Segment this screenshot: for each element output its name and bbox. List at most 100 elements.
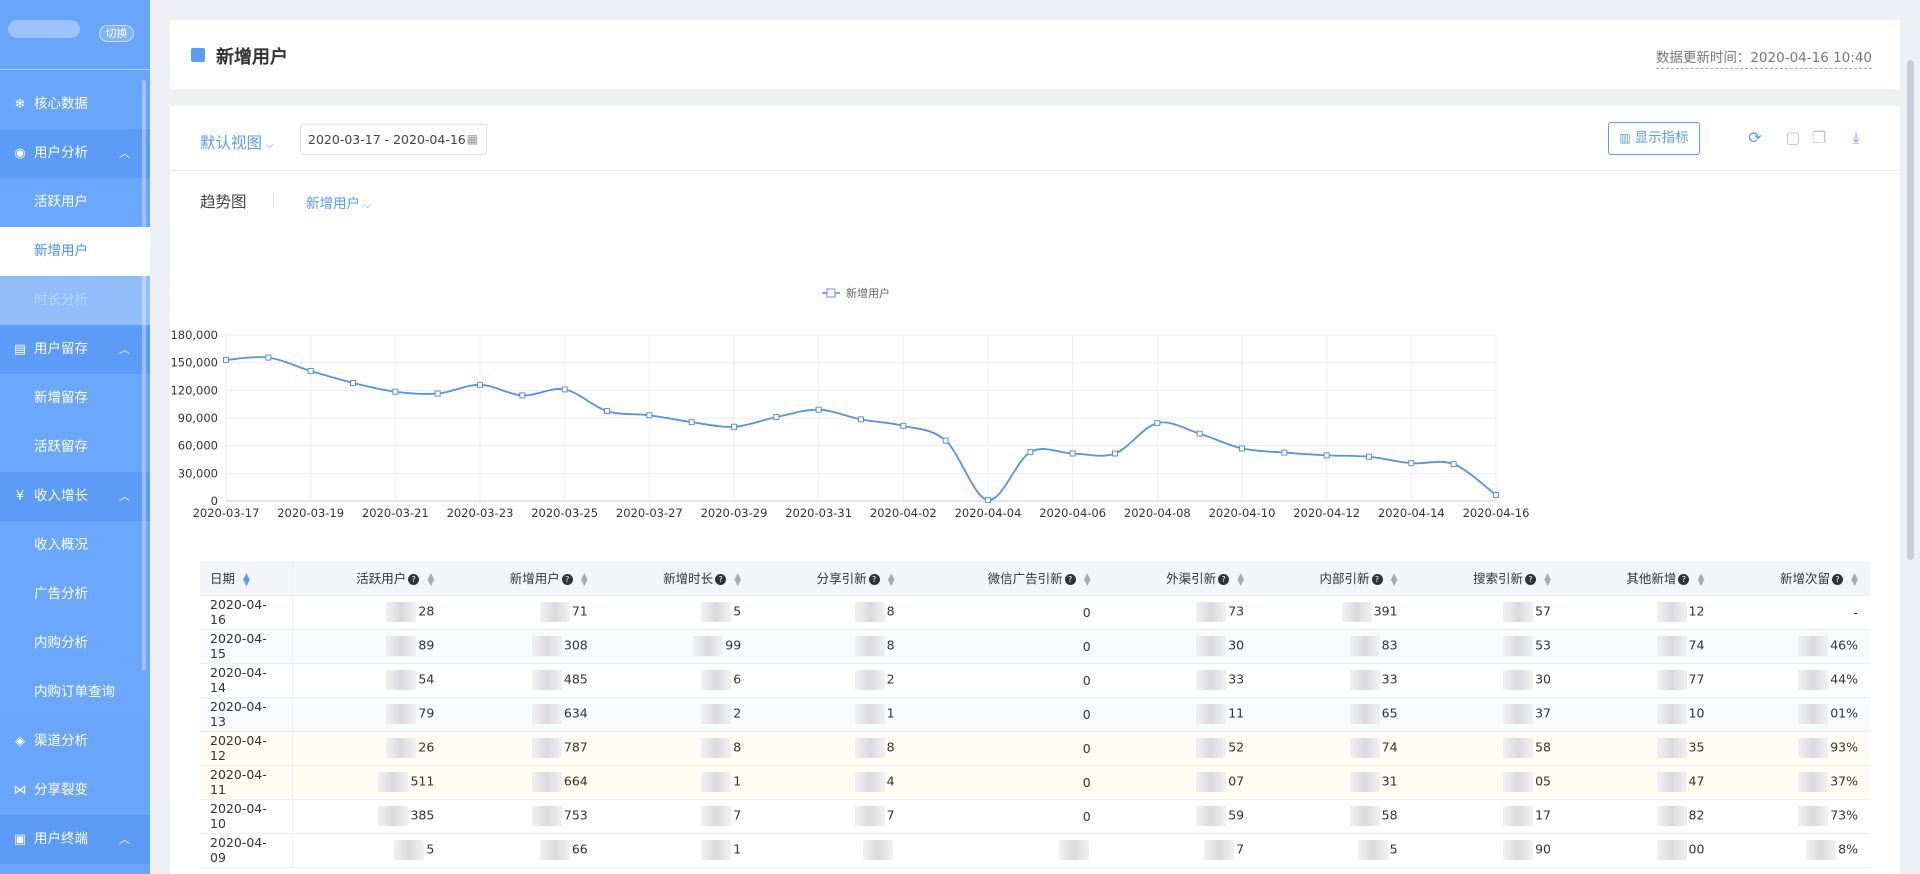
redacted-mask <box>1196 602 1227 622</box>
redacted-mask <box>1349 636 1380 656</box>
sort-icon[interactable]: ▲ ▼ <box>1237 571 1245 588</box>
sort-icon[interactable]: ▲ ▼ <box>427 571 435 588</box>
cell-value: 90 <box>1535 841 1551 857</box>
help-icon[interactable]: ? <box>1832 574 1843 586</box>
switch-app-button[interactable]: 切换 <box>99 25 134 42</box>
sidebar-item-9[interactable]: 收入概况 <box>0 521 150 570</box>
sidebar-item-6[interactable]: 新增留存 <box>0 374 150 423</box>
table-cell: 8 <box>753 731 907 766</box>
column-header[interactable]: 活跃用户? ▲ ▼ <box>292 561 447 596</box>
column-header[interactable]: 分享引新? ▲ ▼ <box>753 561 907 596</box>
y-tick-label: 120,000 <box>170 383 218 397</box>
sort-icon[interactable]: ▲ ▼ <box>580 571 588 588</box>
table-row[interactable]: 2020-04-12 26 787 8 8 0 52 74 58 35 93% <box>200 731 1870 766</box>
sort-icon[interactable]: ▲ ▼ <box>1083 571 1091 588</box>
column-header[interactable]: 微信广告引新? ▲ ▼ <box>906 561 1103 596</box>
cell-value: 2020-04-16 <box>210 597 267 627</box>
table-cell: 1 <box>599 833 754 868</box>
sort-icon[interactable]: ▲ ▼ <box>734 571 742 588</box>
redacted-mask <box>1349 670 1380 690</box>
redacted-mask <box>693 636 724 656</box>
column-header[interactable]: 日期 ▲ ▼ <box>200 561 293 596</box>
sidebar-item-3[interactable]: 新增用户 <box>0 227 150 276</box>
sidebar-group-5[interactable]: ▤ 用户留存 ︿ <box>0 325 150 374</box>
redacted-mask <box>386 738 417 758</box>
page-scrollbar[interactable] <box>1907 60 1914 560</box>
table-cell: 753 <box>446 799 600 834</box>
help-icon[interactable]: ? <box>1064 574 1076 586</box>
table-row[interactable]: 2020-04-11 511 664 1 4 0 07 31 05 47 37% <box>200 765 1870 800</box>
sidebar-group-15[interactable]: ▣ 用户终端 ︿ <box>0 815 150 864</box>
sort-icon[interactable]: ▲ ▼ <box>1851 571 1858 588</box>
help-icon[interactable]: ? <box>868 574 880 586</box>
table-cell: 99 <box>599 629 754 664</box>
table-row[interactable]: 2020-04-16 28 71 5 8 0 73 391 57 12 - <box>200 595 1870 630</box>
sidebar-scrollbar[interactable] <box>142 80 146 670</box>
sidebar-item-7[interactable]: 活跃留存 <box>0 423 150 472</box>
help-icon[interactable]: ? <box>1524 574 1536 586</box>
data-point <box>985 497 991 504</box>
sidebar-group-14[interactable]: ⋈分享裂变︿ <box>0 766 150 815</box>
download-icon[interactable]: ⤓ <box>1852 128 1860 147</box>
sidebar-group-13[interactable]: ◈渠道分析︿ <box>0 717 150 766</box>
view-selector[interactable]: 默认视图 ⌵ <box>200 131 274 153</box>
table-row[interactable]: 2020-04-15 89 308 99 8 0 30 83 53 74 46% <box>200 629 1870 664</box>
cell-value: 30 <box>1535 671 1551 687</box>
copy-icon[interactable]: ❐ <box>1811 128 1827 147</box>
help-icon[interactable]: ? <box>1678 574 1690 586</box>
cell-value: 6 <box>733 671 742 687</box>
chart-metric-select[interactable]: 新增用户 ⌵ <box>306 192 372 212</box>
refresh-icon[interactable]: ⟳ <box>1748 128 1762 147</box>
column-header[interactable]: 内部引新? ▲ ▼ <box>1256 561 1410 596</box>
table-cell: 33 <box>1102 663 1257 698</box>
show-metrics-button[interactable]: ▥ 显示指标 <box>1608 122 1700 155</box>
redacted-mask <box>1196 704 1227 724</box>
redacted-mask <box>1656 636 1687 656</box>
column-header[interactable]: 搜索引新? ▲ ▼ <box>1409 561 1563 596</box>
date-range-picker[interactable]: 2020-03-17 - 2020-04-16 ▦ <box>300 124 487 155</box>
table-cell: 65 <box>1256 697 1410 732</box>
table-cell: 511 <box>292 765 447 800</box>
save-icon[interactable]: ▢ <box>1785 128 1801 147</box>
redacted-mask <box>854 738 885 758</box>
sort-icon[interactable]: ▲ ▼ <box>1544 571 1551 588</box>
help-icon[interactable]: ? <box>1218 574 1230 586</box>
sort-icon[interactable]: ▲ ▼ <box>887 571 895 588</box>
cell-value: 31 <box>1381 773 1398 789</box>
column-header[interactable]: 外渠引新? ▲ ▼ <box>1102 561 1257 596</box>
table-cell: 83 <box>1256 629 1410 664</box>
table-row[interactable]: 2020-04-13 79 634 2 1 0 11 65 37 10 01% <box>200 697 1870 732</box>
sidebar-item-11[interactable]: 内购分析 <box>0 619 150 668</box>
cell-value: 2020-04-10 <box>210 801 267 831</box>
sidebar-group-1[interactable]: ◉ 用户分析 ︿ <box>0 129 150 178</box>
column-header[interactable]: 新增时长? ▲ ▼ <box>599 561 754 596</box>
help-icon[interactable]: ? <box>1371 574 1383 586</box>
table-row[interactable]: 2020-04-14 54 485 6 2 0 33 33 30 77 44% <box>200 663 1870 698</box>
cell-value: 59 <box>1228 807 1245 823</box>
help-icon[interactable]: ? <box>408 574 420 586</box>
table-cell: 2020-04-12 <box>200 731 293 766</box>
table-cell: 2020-04-13 <box>200 697 293 732</box>
table-row[interactable]: 2020-04-09 5 66 1 7 5 90 00 8% <box>200 833 1870 868</box>
redacted-mask <box>1058 840 1089 860</box>
sidebar-item-12[interactable]: 内购订单查询 <box>0 668 150 717</box>
sidebar-group-0[interactable]: ❄核心数据︿ <box>0 80 150 129</box>
data-point <box>858 416 864 423</box>
x-tick-label: 2020-04-12 <box>1293 506 1360 520</box>
data-point <box>1366 453 1372 460</box>
sidebar-group-8[interactable]: ¥ 收入增长 ︿ <box>0 472 150 521</box>
sort-icon[interactable]: ▲ ▼ <box>1390 571 1398 588</box>
table-cell: 01% <box>1716 697 1870 732</box>
help-icon[interactable]: ? <box>561 574 573 586</box>
column-header[interactable]: 新增次留? ▲ ▼ <box>1716 561 1870 596</box>
table-row[interactable]: 2020-04-10 385 753 7 7 0 59 58 17 82 73% <box>200 799 1870 834</box>
sidebar-item-4[interactable]: 时长分析 <box>0 276 150 325</box>
column-header-label: 分享引新 <box>816 571 867 587</box>
help-icon[interactable]: ? <box>715 574 727 586</box>
sort-icon[interactable]: ▲ ▼ <box>243 571 250 588</box>
sort-icon[interactable]: ▲ ▼ <box>1697 571 1705 588</box>
column-header[interactable]: 其他新增? ▲ ▼ <box>1562 561 1717 596</box>
sidebar-item-10[interactable]: 广告分析 <box>0 570 150 619</box>
sidebar-item-2[interactable]: 活跃用户 <box>0 178 150 227</box>
column-header[interactable]: 新增用户? ▲ ▼ <box>446 561 600 596</box>
